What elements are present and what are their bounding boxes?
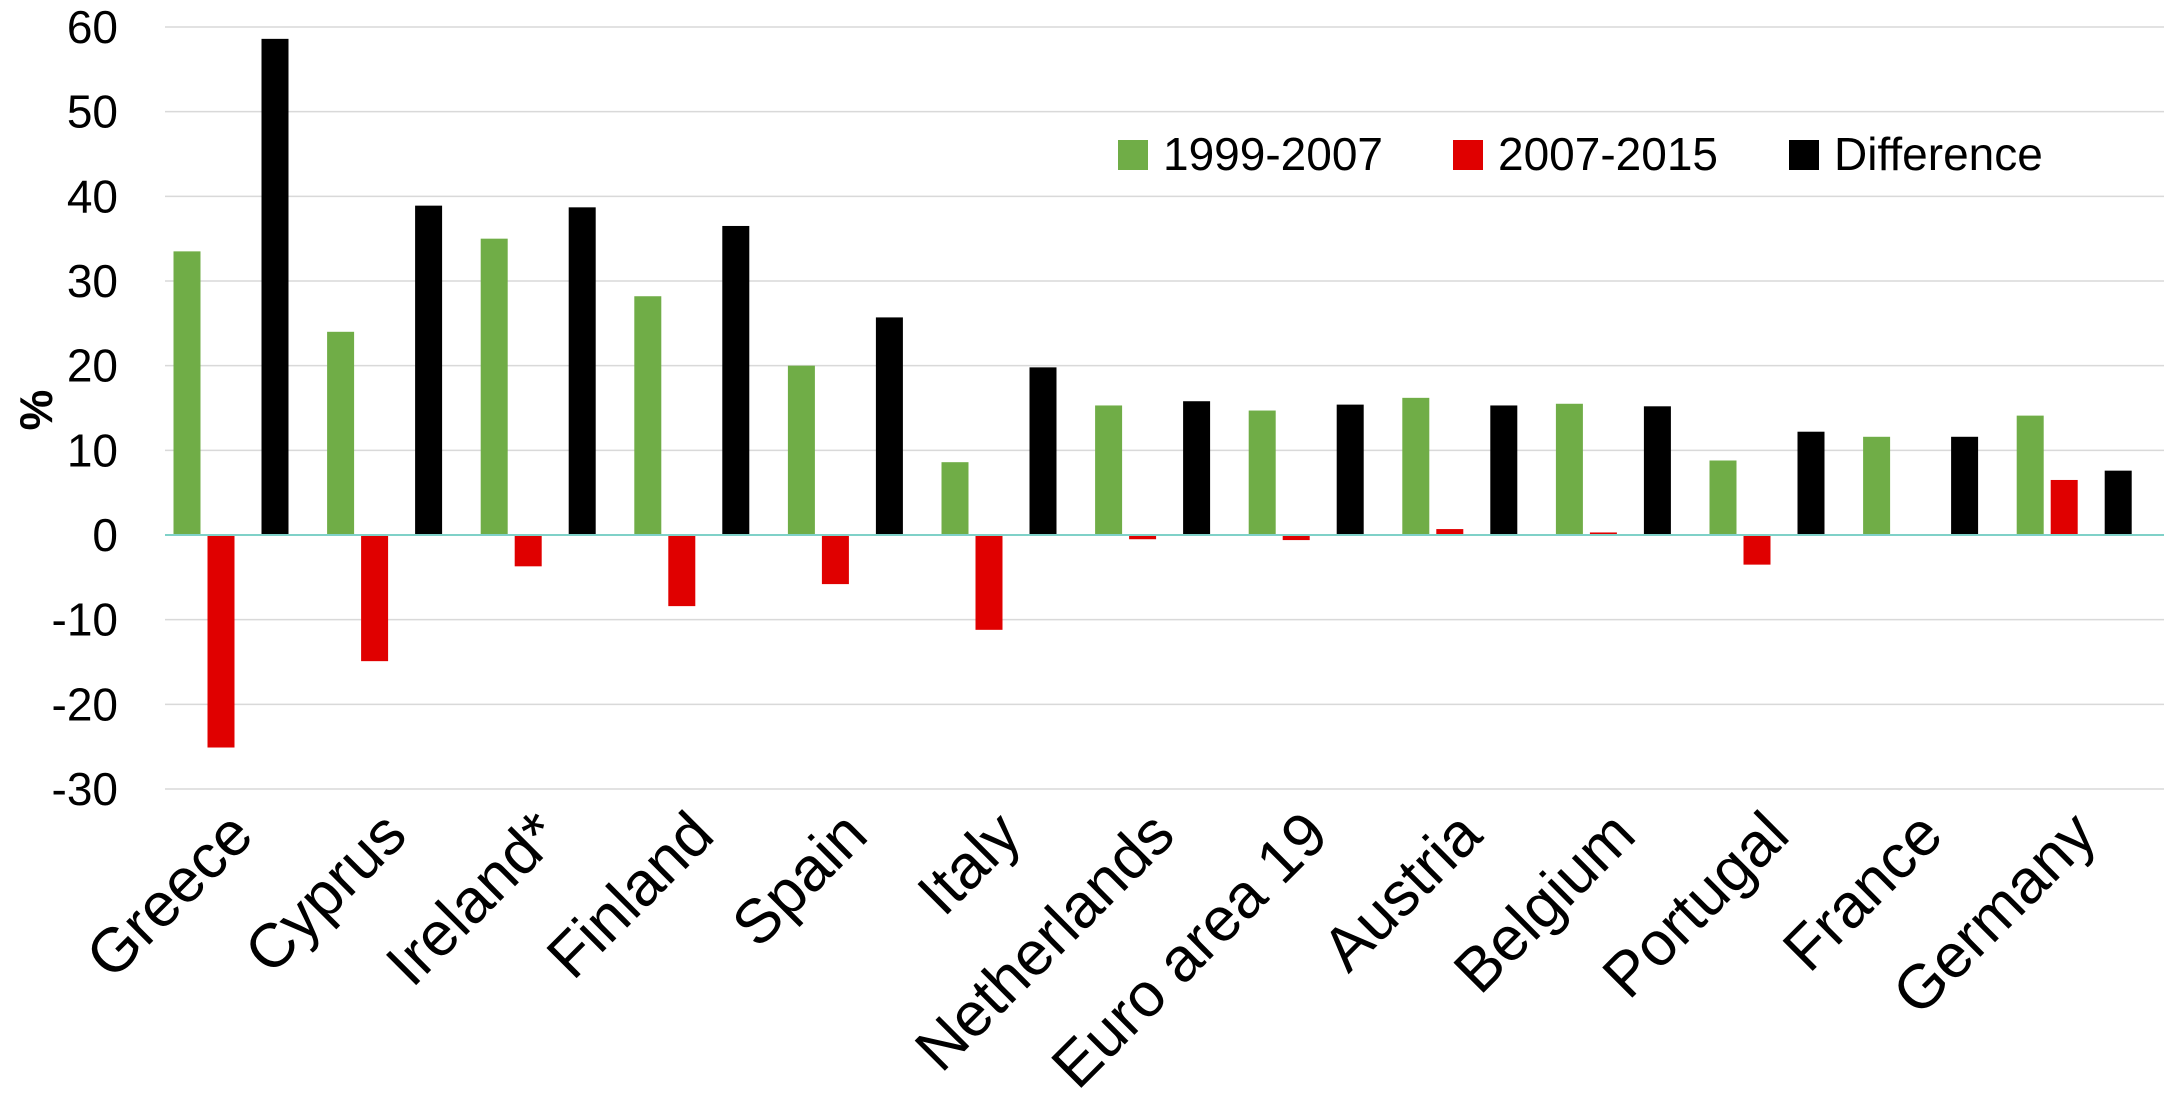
bar-spain-2007-2015	[822, 535, 849, 584]
x-tick-label: Finland	[534, 799, 727, 992]
y-tick-label: 10	[67, 424, 118, 476]
bar-ireland--1999-2007	[481, 239, 508, 535]
y-tick-label: 50	[67, 86, 118, 138]
legend: 1999-2007 2007-2015 Difference	[1118, 128, 2043, 180]
bar-portugal-2007-2015	[1744, 535, 1771, 565]
bar-cyprus-2007-2015	[361, 535, 388, 661]
bar-spain-1999-2007	[788, 366, 815, 535]
y-tick-label: -10	[52, 594, 118, 646]
bar-cyprus-1999-2007	[327, 332, 354, 535]
bar-ireland--2007-2015	[515, 535, 542, 566]
y-tick-label: 60	[67, 1, 118, 53]
bar-france-1999-2007	[1863, 437, 1890, 535]
legend-swatch	[1453, 140, 1483, 170]
bar-finland-difference	[722, 226, 749, 535]
x-tick-label: Spain	[719, 799, 880, 960]
bar-finland-1999-2007	[634, 296, 661, 535]
legend-label: Difference	[1834, 128, 2043, 180]
bar-euro-area-19-difference	[1337, 405, 1364, 535]
bar-netherlands-1999-2007	[1095, 405, 1122, 535]
y-tick-label: 30	[67, 255, 118, 307]
bar-ireland--difference	[569, 207, 596, 535]
y-tick-label: -30	[52, 763, 118, 815]
bar-italy-2007-2015	[976, 535, 1003, 630]
legend-swatch	[1118, 140, 1148, 170]
bar-spain-difference	[876, 317, 903, 535]
y-tick-label: 40	[67, 170, 118, 222]
bar-france-difference	[1951, 437, 1978, 535]
bar-finland-2007-2015	[668, 535, 695, 606]
bar-austria-difference	[1490, 405, 1517, 535]
bar-greece-2007-2015	[208, 535, 235, 748]
bar-belgium-1999-2007	[1556, 404, 1583, 535]
bar-netherlands-difference	[1183, 401, 1210, 535]
bar-italy-1999-2007	[942, 462, 969, 535]
bar-portugal-difference	[1798, 432, 1825, 535]
legend-swatch	[1789, 140, 1819, 170]
y-axis-label: %	[10, 390, 62, 431]
x-tick-label: Italy	[905, 799, 1034, 928]
bar-austria-1999-2007	[1402, 398, 1429, 535]
bar-greece-difference	[262, 39, 289, 535]
legend-label: 2007-2015	[1498, 128, 1718, 180]
y-tick-label: 0	[92, 509, 118, 561]
bar-euro-area-19-1999-2007	[1249, 411, 1276, 535]
bar-germany-1999-2007	[2017, 416, 2044, 535]
y-tick-label: -20	[52, 678, 118, 730]
bar-italy-difference	[1030, 367, 1057, 535]
legend-label: 1999-2007	[1163, 128, 1383, 180]
bar-portugal-1999-2007	[1710, 460, 1737, 535]
bar-cyprus-difference	[415, 206, 442, 535]
x-tick-label: Greece	[73, 799, 266, 992]
bar-germany-difference	[2105, 471, 2132, 535]
x-tick-label: Ireland*	[373, 799, 573, 999]
bar-greece-1999-2007	[174, 251, 201, 535]
bar-germany-2007-2015	[2051, 480, 2078, 535]
y-tick-label: 20	[67, 340, 118, 392]
bar-belgium-difference	[1644, 406, 1671, 535]
